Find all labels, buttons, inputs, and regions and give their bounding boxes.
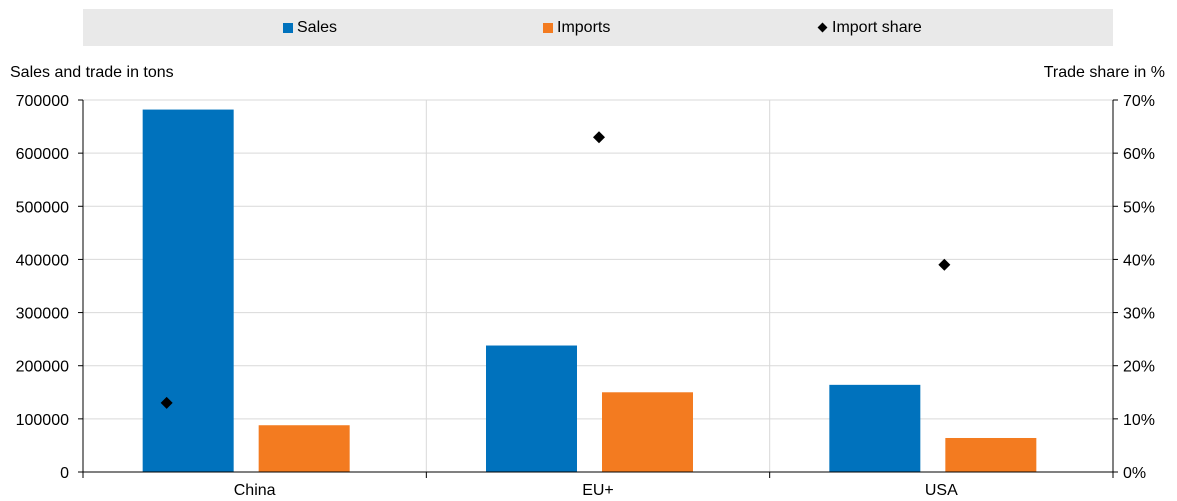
legend-item-sales: Sales — [283, 9, 337, 46]
import-share-marker-usa — [938, 258, 951, 271]
y-tick-label: 400000 — [16, 252, 69, 269]
y-tick-label: 0 — [60, 465, 69, 482]
y2-tick-label: 50% — [1123, 199, 1155, 216]
y2-tick-label: 0% — [1123, 465, 1146, 482]
legend-item-imports: Imports — [543, 9, 610, 46]
y-tick-label: 600000 — [16, 146, 69, 163]
y2-tick-label: 60% — [1123, 146, 1155, 163]
legend-label-sales: Sales — [297, 18, 338, 36]
y2-tick-label: 40% — [1123, 252, 1155, 269]
bar-sales-usa — [829, 384, 921, 472]
y2-tick-label: 20% — [1123, 359, 1155, 376]
y-tick-label: 200000 — [16, 359, 69, 376]
bar-imports-eu — [602, 392, 693, 472]
bar-sales-eu — [486, 345, 577, 472]
y2-tick-label: 30% — [1123, 306, 1155, 323]
y-tick-label: 500000 — [16, 199, 69, 216]
x-tick-label: EU+ — [582, 482, 614, 499]
import-share-marker-china — [160, 396, 173, 409]
x-tick-label: China — [234, 482, 276, 499]
bar-sales-china — [142, 109, 234, 473]
bar-imports-usa — [945, 437, 1037, 472]
y2-tick-label: 70% — [1123, 93, 1155, 110]
x-tick-label: USA — [925, 482, 958, 499]
legend: Sales Imports Import share — [83, 9, 1113, 46]
y2-axis-title: Trade share in % — [1043, 64, 1165, 81]
y-tick-label: 700000 — [16, 93, 69, 110]
y-tick-label: 100000 — [16, 412, 69, 429]
legend-label-import-share: Import share — [832, 18, 922, 36]
legend-swatch-sales — [283, 22, 293, 33]
legend-label-imports: Imports — [557, 18, 611, 36]
bar-imports-china — [258, 425, 350, 472]
legend-swatch-imports — [543, 22, 553, 33]
y-tick-label: 300000 — [16, 306, 69, 323]
y-axis-title: Sales and trade in tons — [10, 64, 174, 81]
legend-item-import-share: Import share — [817, 9, 922, 46]
import-share-marker-eu — [593, 131, 605, 144]
y2-tick-label: 10% — [1123, 412, 1155, 429]
